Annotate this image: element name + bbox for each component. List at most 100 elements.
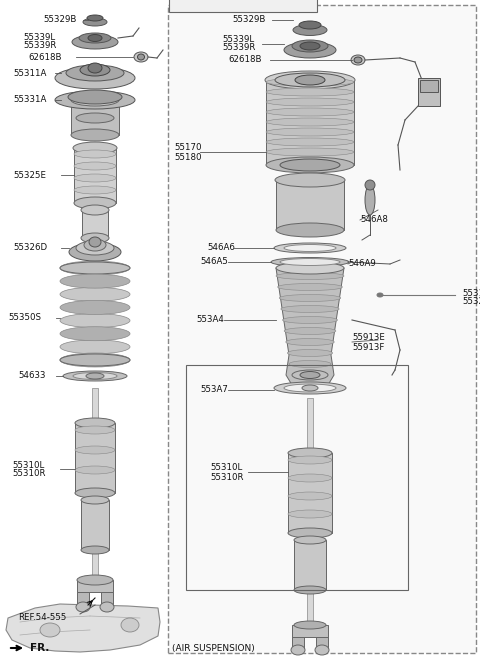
Ellipse shape [300,371,320,378]
FancyArrowPatch shape [11,646,21,650]
Text: 55310L: 55310L [12,461,44,470]
Ellipse shape [73,373,117,380]
Ellipse shape [60,274,130,288]
Ellipse shape [134,52,148,62]
Text: 55320A: 55320A [462,298,480,307]
Ellipse shape [60,327,130,341]
Bar [77,592,89,604]
Ellipse shape [266,108,354,116]
Text: 553A4: 553A4 [196,315,224,325]
Ellipse shape [275,173,345,187]
Ellipse shape [299,21,321,29]
Text: 546A9: 546A9 [348,260,376,269]
Ellipse shape [266,118,354,126]
Ellipse shape [60,300,130,315]
Ellipse shape [265,71,355,89]
Ellipse shape [75,418,115,428]
Ellipse shape [88,63,102,73]
Ellipse shape [71,94,119,106]
Ellipse shape [294,621,326,629]
Bar [81,500,109,550]
Bar [288,453,332,533]
Ellipse shape [274,382,346,394]
Ellipse shape [40,623,60,637]
Text: 62618B: 62618B [28,53,61,62]
Ellipse shape [283,317,337,323]
Ellipse shape [288,528,332,538]
Ellipse shape [266,157,354,173]
Ellipse shape [266,148,354,156]
Ellipse shape [284,42,336,58]
Text: 55326D: 55326D [13,244,47,252]
Text: 55913F: 55913F [352,342,384,351]
Ellipse shape [288,350,333,357]
Bar [92,550,98,580]
Ellipse shape [377,293,383,297]
Ellipse shape [73,142,117,154]
Bar [168,5,476,653]
Ellipse shape [74,197,116,209]
Ellipse shape [69,243,121,261]
Ellipse shape [288,456,332,464]
Text: 546A6: 546A6 [207,244,235,252]
Ellipse shape [288,474,332,482]
Bar [266,80,354,165]
Ellipse shape [77,575,113,585]
Ellipse shape [266,78,354,86]
Ellipse shape [351,55,365,65]
Ellipse shape [74,150,116,158]
Text: 55339L: 55339L [23,34,55,43]
Ellipse shape [121,618,139,632]
Text: FR.: FR. [30,643,49,653]
Ellipse shape [292,370,328,380]
Ellipse shape [60,261,130,275]
Ellipse shape [288,448,332,458]
Ellipse shape [87,15,103,21]
Text: 55170: 55170 [174,143,202,152]
Text: 546A8: 546A8 [360,215,388,225]
Ellipse shape [55,67,135,89]
Ellipse shape [275,73,345,87]
Bar [316,637,328,649]
Ellipse shape [80,64,110,76]
Bar [77,580,113,592]
Ellipse shape [60,354,130,366]
Text: 553A7: 553A7 [200,386,228,394]
Text: 54633: 54633 [18,371,46,380]
Bar [186,365,408,590]
Ellipse shape [288,510,332,518]
Bar [420,80,438,92]
Ellipse shape [74,186,116,194]
Polygon shape [6,604,160,652]
Text: REF.54-555: REF.54-555 [18,614,66,622]
Ellipse shape [84,239,106,251]
Ellipse shape [75,426,115,434]
Ellipse shape [72,35,118,49]
Text: 55339L: 55339L [222,35,254,45]
Ellipse shape [293,24,327,35]
Ellipse shape [302,385,318,391]
Text: (AIR SUSPENSION): (AIR SUSPENSION) [172,645,255,654]
Text: 55311A: 55311A [13,68,47,78]
Ellipse shape [295,75,325,85]
Text: 546A5: 546A5 [200,258,228,267]
Ellipse shape [66,65,124,81]
Ellipse shape [71,129,119,141]
Bar [82,210,108,238]
Ellipse shape [284,327,336,334]
Ellipse shape [294,586,326,594]
Bar [294,540,326,590]
Ellipse shape [354,57,362,63]
Ellipse shape [89,237,101,247]
Ellipse shape [271,258,349,267]
Bar [101,592,113,604]
Bar [292,625,328,637]
Ellipse shape [266,98,354,106]
Ellipse shape [75,466,115,474]
Text: 55310R: 55310R [12,470,46,478]
Ellipse shape [281,306,339,313]
Ellipse shape [291,645,305,655]
Ellipse shape [83,18,107,26]
Text: 55325E: 55325E [13,171,46,179]
Ellipse shape [60,353,130,367]
